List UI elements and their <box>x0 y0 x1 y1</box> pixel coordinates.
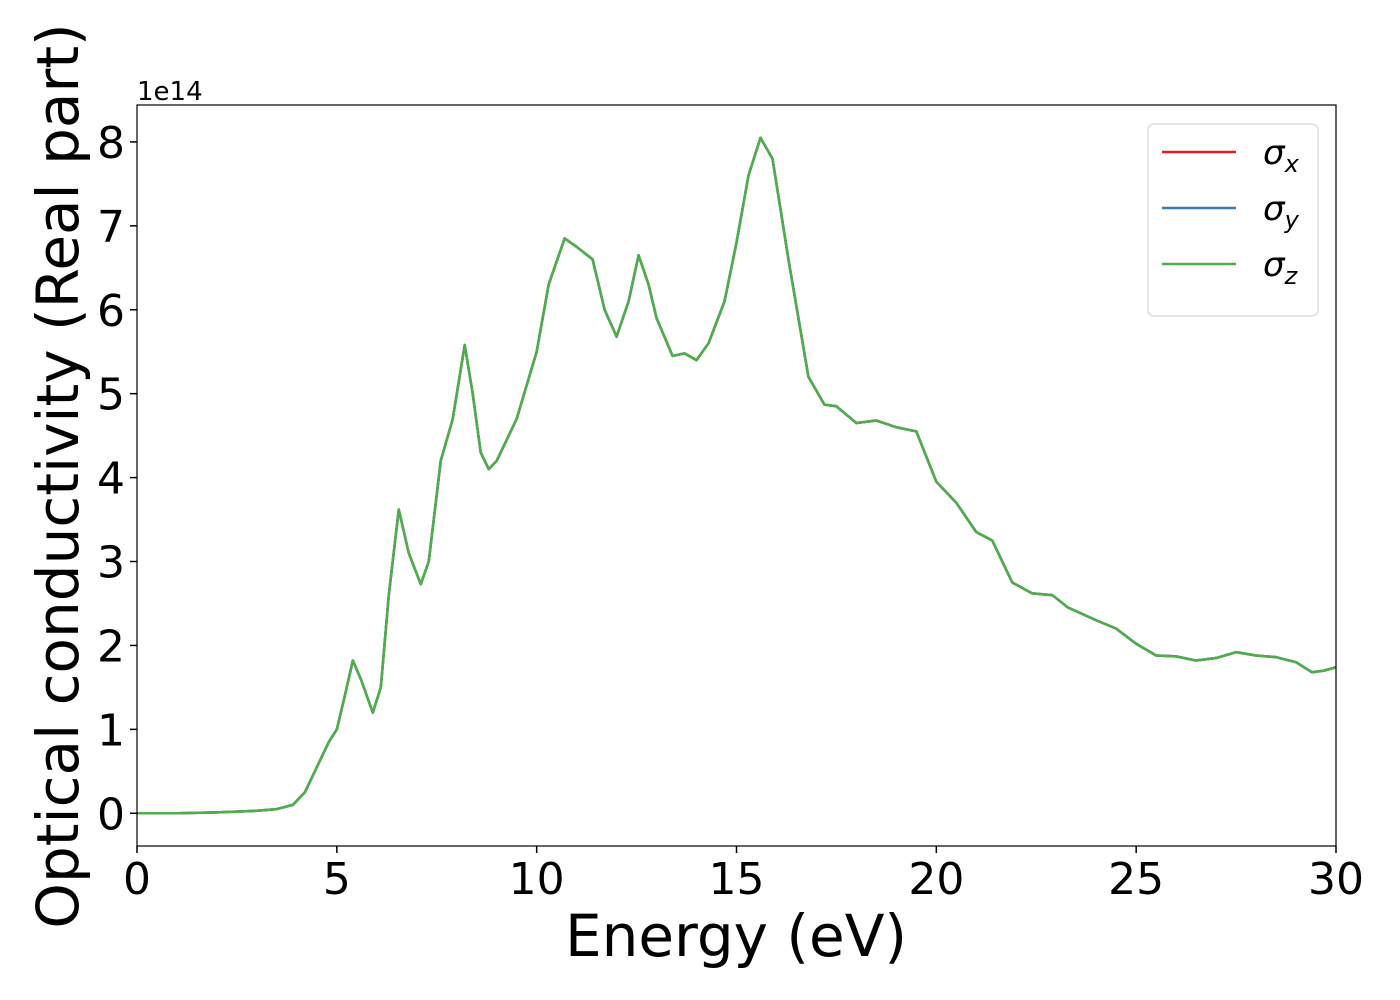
x-tick-label: 15 <box>709 854 765 905</box>
series-line <box>137 136 1337 815</box>
y-offset-label: 1e14 <box>137 77 203 107</box>
y-tick-label: 1 <box>97 705 125 756</box>
y-tick-label: 8 <box>97 118 125 169</box>
x-tick-label: 25 <box>1108 854 1164 905</box>
y-tick-label: 2 <box>97 621 125 672</box>
legend: σx σy σz <box>1147 123 1319 317</box>
legend-label: σx <box>1263 133 1300 178</box>
y-tick-label: 0 <box>97 789 125 840</box>
x-tick-label: 20 <box>908 854 964 905</box>
x-tick-label: 30 <box>1308 854 1364 905</box>
x-axis-label: Energy (eV) <box>565 902 907 970</box>
y-tick-label: 4 <box>97 454 125 505</box>
y-tick-label: 7 <box>97 202 125 253</box>
x-tick-label: 5 <box>323 854 351 905</box>
y-tick-label: 3 <box>97 538 125 589</box>
x-tick-label: 10 <box>509 854 565 905</box>
plot-frame <box>136 104 1337 847</box>
y-axis-label: Optical conductivity (Real part) <box>24 23 92 928</box>
legend-box <box>1147 123 1319 317</box>
legend-label: σz <box>1263 245 1299 290</box>
x-tick-label: 0 <box>123 854 151 905</box>
y-tick-label: 6 <box>97 286 125 337</box>
legend-label: σy <box>1263 189 1300 234</box>
y-tick-label: 5 <box>97 370 125 421</box>
